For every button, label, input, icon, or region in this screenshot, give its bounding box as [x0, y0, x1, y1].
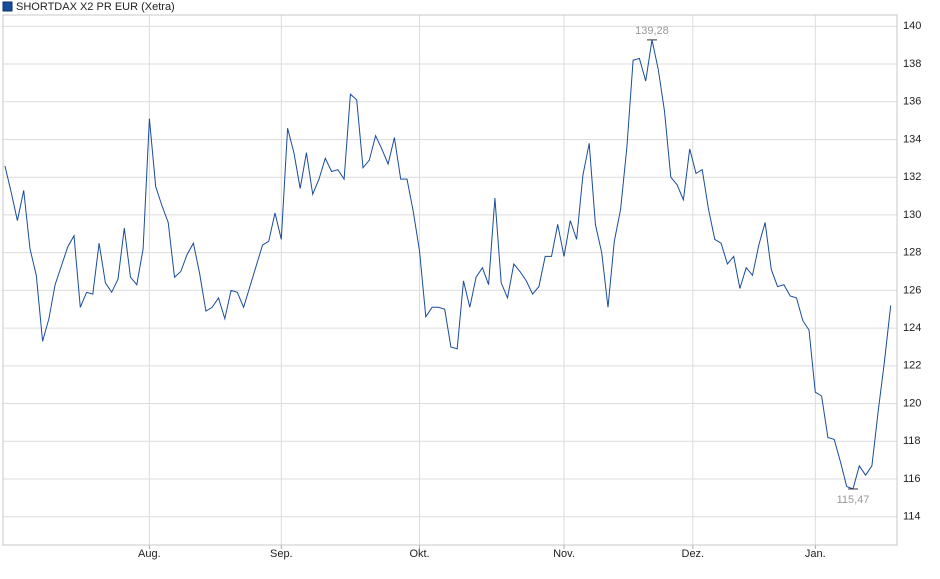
y-tick-label: 134: [903, 133, 921, 145]
legend-swatch: [2, 1, 13, 12]
y-tick-label: 124: [903, 322, 921, 334]
x-tick-label: Nov.: [553, 548, 575, 560]
y-tick-label: 118: [903, 435, 921, 447]
y-tick-label: 114: [903, 511, 921, 523]
x-tick-label: Jan.: [805, 548, 826, 560]
y-tick-label: 122: [903, 360, 921, 372]
y-tick-label: 120: [903, 397, 921, 409]
y-tick-label: 116: [903, 473, 921, 485]
x-tick-label: Aug.: [138, 548, 161, 560]
plot-frame: [2, 14, 898, 546]
y-tick-label: 126: [903, 284, 921, 296]
y-tick-label: 132: [903, 171, 921, 183]
legend-label: SHORTDAX X2 PR EUR (Xetra): [16, 1, 175, 13]
y-tick-label: 138: [903, 58, 921, 70]
x-tick-label: Dez.: [682, 548, 705, 560]
price-line: [4, 39, 892, 490]
x-tick-label: Okt.: [409, 548, 429, 560]
extreme-label: 115,47: [837, 494, 870, 506]
extreme-label: 139,28: [635, 25, 669, 37]
x-tick-label: Sep.: [270, 548, 293, 560]
y-tick-label: 130: [903, 209, 921, 221]
y-tick-label: 136: [903, 96, 921, 108]
y-tick-label: 140: [903, 20, 921, 32]
y-tick-label: 128: [903, 247, 921, 259]
